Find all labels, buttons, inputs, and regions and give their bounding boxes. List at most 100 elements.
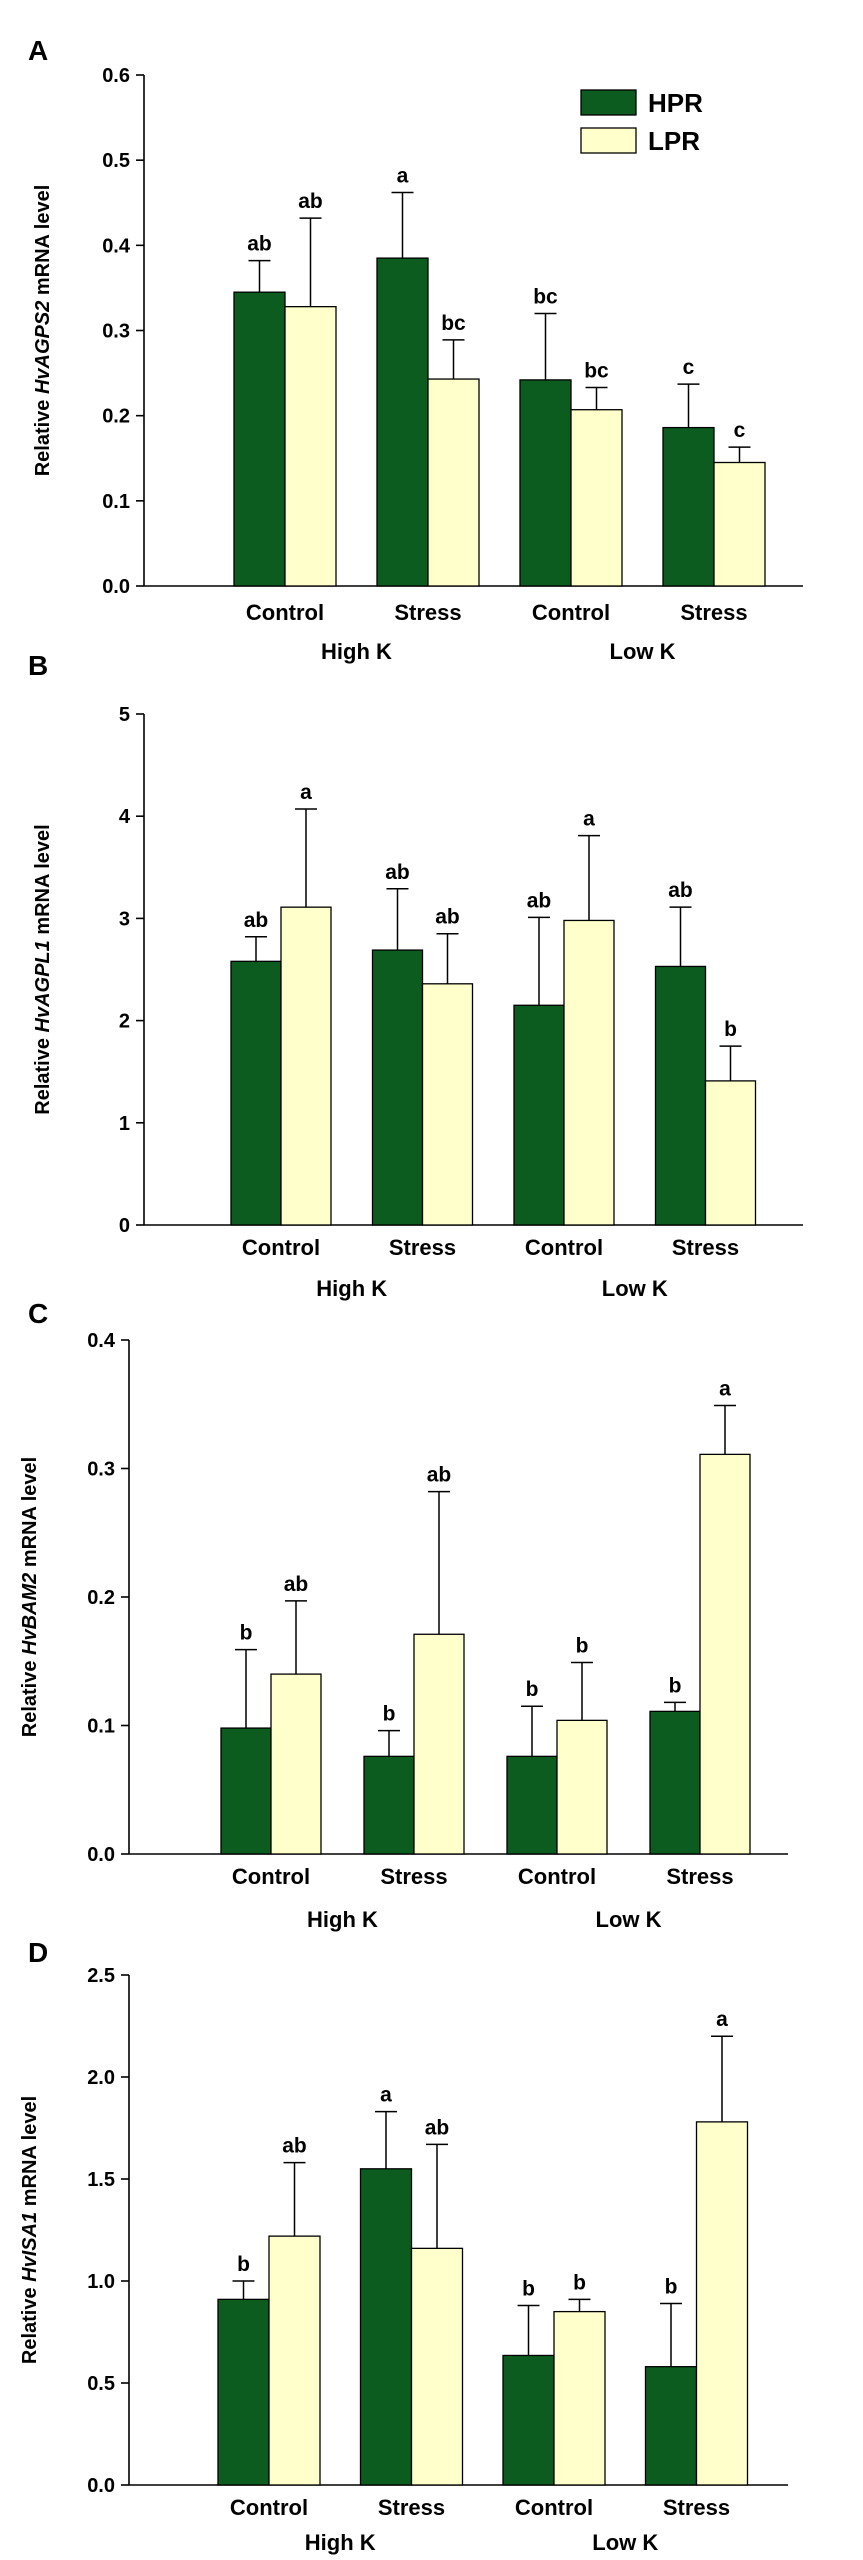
y-tick-label: 1.0 (87, 2271, 115, 2293)
bar-hpr (513, 1004, 565, 1226)
significance-letter: b (237, 2253, 250, 2276)
group-label: Low K (596, 1907, 662, 1932)
significance-letter: b (573, 2271, 586, 2294)
significance-letter: b (665, 2275, 678, 2298)
category-label: Stress (380, 1864, 447, 1889)
bar-lpr (695, 2121, 749, 2486)
y-tick-label: 0.3 (102, 321, 130, 343)
y-tick-label: 1 (119, 1113, 130, 1135)
y-axis-title-prefix: Relative (19, 2282, 41, 2364)
y-tick-label: 2.5 (87, 1965, 115, 1987)
group-label: Low K (592, 2530, 658, 2555)
y-axis-title-prefix: Relative (19, 1655, 41, 1737)
panel-c: C 0.0 0.1 0.2 0.3 0.4 Relative HvBAM2 mRNA lev… (19, 1298, 788, 1932)
bar-hpr (502, 2354, 555, 2486)
bar-hpr (649, 1710, 701, 1855)
category-label: Control (232, 1864, 310, 1889)
category-label: Stress (378, 2495, 445, 2520)
y-tick-label: 4 (119, 806, 131, 828)
category-label: Control (246, 600, 324, 625)
bar-hpr (233, 291, 286, 587)
y-axis-title: Relative HvISA1 mRNA level (19, 2096, 41, 2364)
y-axis-title-suffix: mRNA level (32, 185, 54, 301)
bar-lpr (268, 2235, 321, 2486)
y-tick-label: 3 (119, 908, 130, 930)
panel-label: C (28, 1298, 48, 1329)
group-label: High K (316, 1276, 387, 1301)
category-label: Stress (394, 600, 461, 625)
significance-letter: b (522, 2277, 535, 2300)
bar-hpr (644, 2366, 698, 2486)
y-tick-label: 2 (119, 1011, 130, 1033)
category-label: Stress (663, 2495, 730, 2520)
bar-lpr (410, 2247, 464, 2486)
panel-label: B (28, 650, 48, 681)
significance-letter: ab (282, 2135, 307, 2158)
category-label: Control (242, 1235, 320, 1260)
significance-letter: c (734, 419, 746, 442)
significance-letter: a (300, 781, 312, 804)
y-tick-label: 2.0 (87, 2067, 115, 2089)
y-axis-title-suffix: mRNA level (19, 2096, 41, 2212)
significance-letter: b (240, 1622, 253, 1645)
significance-letter: bc (441, 312, 466, 335)
bar-hpr (506, 1755, 558, 1855)
bar-hpr (220, 1727, 272, 1855)
group-label: Low K (602, 1276, 668, 1301)
legend-swatch-hpr (580, 89, 637, 116)
bar-hpr (654, 965, 707, 1226)
y-axis-title-gene: HvBAM2 (19, 1573, 41, 1655)
significance-letter: ab (247, 233, 272, 256)
group-label: High K (307, 1907, 378, 1932)
y-tick-label: 0.6 (102, 65, 130, 87)
category-label: Stress (680, 600, 747, 625)
panel-d: D 0.0 0.5 1.0 1.5 2.0 2.5 Relative HvISA1 mRNA … (19, 1937, 788, 2555)
significance-letter: a (380, 2084, 392, 2107)
y-tick-label: 0.2 (87, 1587, 115, 1609)
bar-hpr (376, 257, 429, 587)
legend-label-hpr: HPR (648, 88, 703, 118)
y-tick-label: 0.3 (87, 1459, 115, 1481)
y-tick-label: 0.4 (87, 1330, 116, 1352)
significance-letter: a (397, 165, 409, 188)
bar-hpr (363, 1755, 415, 1855)
bar-lpr (413, 1633, 465, 1855)
bar-hpr (217, 2298, 270, 2486)
category-label: Stress (672, 1235, 739, 1260)
group-label: High K (321, 639, 392, 664)
significance-letter: c (683, 356, 695, 379)
category-label: Control (532, 600, 610, 625)
bar-hpr (519, 379, 572, 587)
group-label: High K (305, 2530, 376, 2555)
significance-letter: ab (425, 2116, 450, 2139)
significance-letter: ab (668, 879, 693, 902)
significance-letter: ab (284, 1573, 309, 1596)
significance-letter: a (716, 2008, 728, 2031)
y-tick-label: 1.5 (87, 2169, 115, 2191)
significance-letter: bc (584, 360, 609, 383)
bar-lpr (570, 409, 623, 587)
significance-letter: ab (385, 861, 410, 884)
bar-hpr (662, 426, 715, 587)
significance-letter: a (583, 808, 595, 831)
y-tick-label: 0.0 (102, 576, 130, 598)
significance-letter: ab (427, 1464, 452, 1487)
y-axis-title: Relative HvBAM2 mRNA level (19, 1457, 41, 1737)
bar-lpr (280, 906, 332, 1226)
y-tick-label: 0.1 (87, 1716, 115, 1738)
significance-letter: bc (533, 285, 558, 308)
significance-letter: b (383, 1703, 396, 1726)
bar-hpr (230, 960, 282, 1226)
panel-label: D (28, 1937, 48, 1968)
y-axis-title-gene: HvAGPL1 (32, 940, 54, 1032)
bar-lpr (713, 461, 766, 587)
y-tick-label: 0.0 (87, 1844, 115, 1866)
category-label: Control (230, 2495, 308, 2520)
y-axis-title-gene: HvISA1 (19, 2212, 41, 2282)
significance-letter: ab (244, 909, 269, 932)
group-label: Low K (610, 639, 676, 664)
significance-letter: b (669, 1674, 682, 1697)
bar-lpr (699, 1453, 751, 1855)
significance-letter: ab (527, 889, 552, 912)
